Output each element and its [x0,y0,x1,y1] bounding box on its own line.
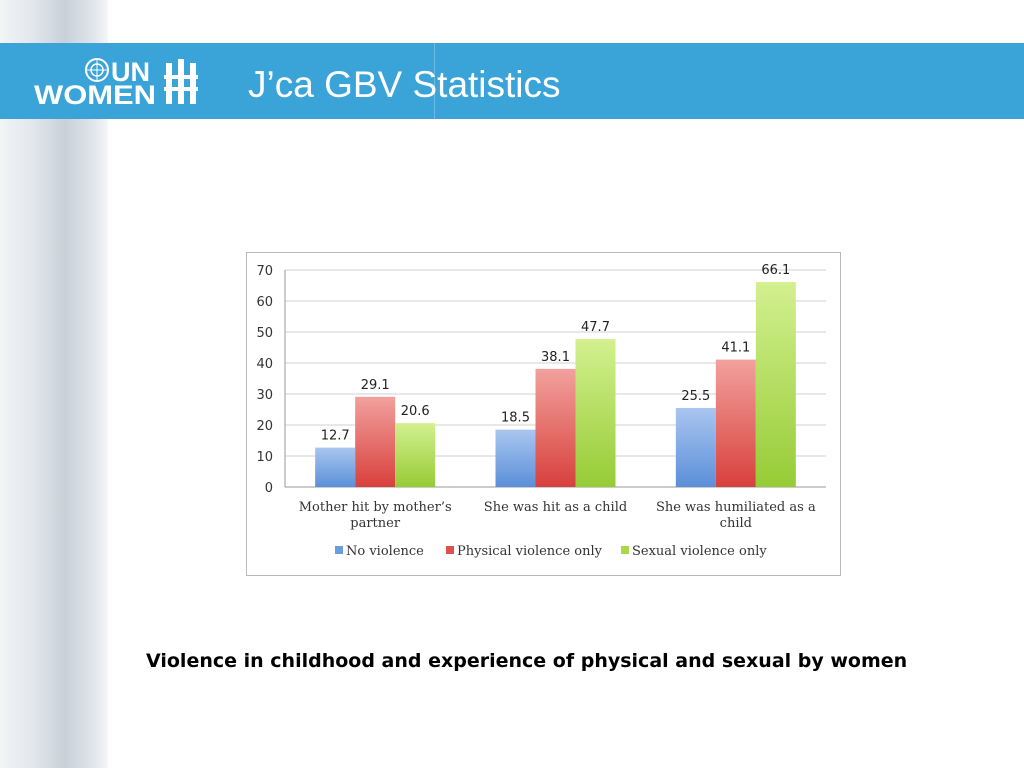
un-emblem-icon [85,58,109,82]
x-category-label: She was humiliated as a [656,500,816,515]
y-tick-label: 40 [256,357,273,372]
header-divider [434,43,435,119]
y-tick-label: 0 [265,481,273,496]
data-label: 20.6 [401,404,430,419]
bar-chart: 0 10 20 30 40 50 60 70 12.7 29.1 20.6 Mother hit by… [256,263,826,559]
legend-label: No violence [346,544,424,559]
x-category-label: Mother hit by mother’s [299,500,452,515]
data-label: 25.5 [681,389,710,404]
bar-physical-violence-only [355,396,396,487]
y-tick-label: 30 [256,388,273,403]
data-label: 38.1 [541,350,570,365]
chart-caption: Violence in childhood and experience of … [146,650,908,672]
data-label: 47.7 [581,320,610,335]
bar-sexual-violence-only [575,339,616,487]
legend-swatch [621,546,629,554]
data-label: 66.1 [761,263,790,278]
bar-no-violence [495,429,536,487]
data-label: 12.7 [321,429,350,444]
legend-label: Physical violence only [457,544,603,559]
logo-text-un: UN [111,57,150,87]
bar-physical-violence-only [715,359,756,487]
side-gradient-bar [0,0,108,768]
y-tick-label: 20 [256,419,273,434]
logo-text-women: WOMEN [34,80,156,107]
legend-label: Sexual violence only [632,544,767,559]
x-category-label: partner [350,516,401,531]
legend-swatch [335,546,343,554]
y-tick-label: 70 [256,264,273,279]
x-category-label: She was hit as a child [484,500,627,515]
y-tick-label: 50 [256,326,273,341]
y-tick-label: 60 [256,295,273,310]
page-title: J’ca GBV Statistics [248,64,561,105]
bar-physical-violence-only [535,368,576,487]
data-label: 41.1 [721,341,750,356]
data-label: 18.5 [501,411,530,426]
data-label: 29.1 [361,378,390,393]
chart-container: 0 10 20 30 40 50 60 70 12.7 29.1 20.6 Mother hit by… [246,252,841,576]
bar-sexual-violence-only [395,423,436,487]
bar-sexual-violence-only [755,282,796,487]
bar-no-violence [675,407,716,487]
bar-no-violence [315,447,356,487]
y-tick-label: 10 [256,450,273,465]
header-banner: UN WOMEN J’ca GBV Statistics [0,43,1024,119]
legend-swatch [446,546,454,554]
women-symbol-icon [164,59,198,104]
un-women-logo: UN WOMEN [34,57,198,107]
x-category-label: child [720,516,752,531]
